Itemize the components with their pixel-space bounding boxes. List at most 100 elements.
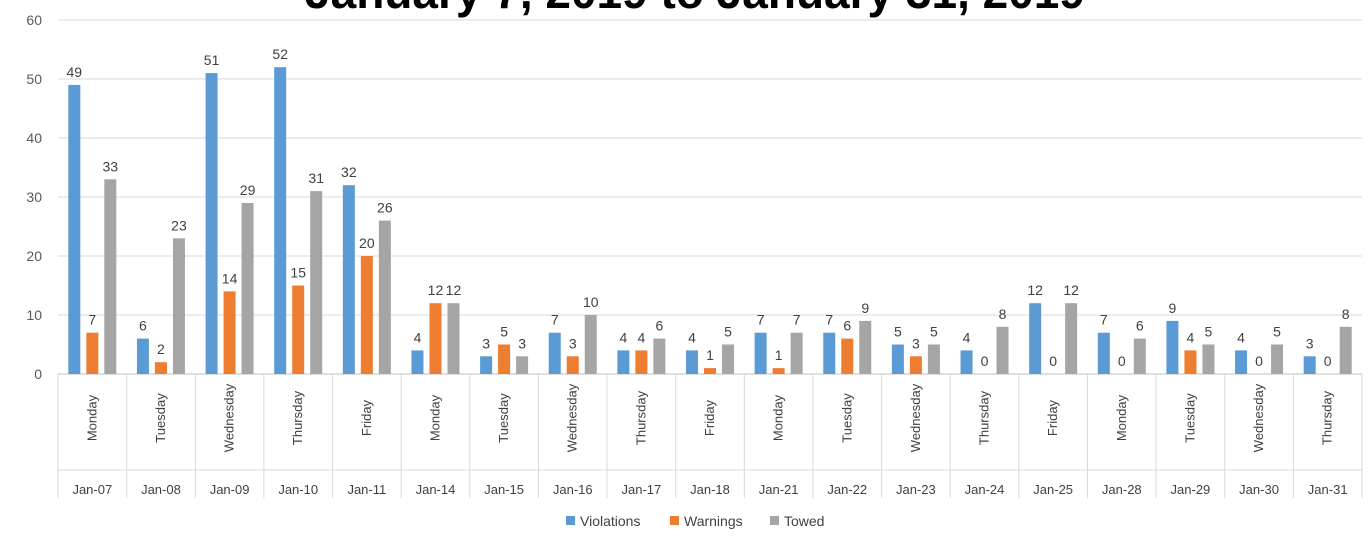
data-label: 31 — [308, 170, 324, 186]
data-label: 12 — [446, 282, 462, 298]
x-tick-date: Jan-22 — [827, 482, 867, 497]
legend-swatch — [566, 516, 575, 525]
data-label: 7 — [793, 312, 801, 328]
bar — [704, 368, 716, 374]
bar — [891, 344, 904, 374]
data-label: 2 — [157, 341, 165, 357]
data-label: 23 — [171, 217, 187, 233]
bar — [1303, 356, 1316, 374]
bar — [104, 179, 117, 374]
bar — [686, 350, 698, 374]
data-label: 7 — [757, 312, 765, 328]
y-tick-label: 0 — [34, 366, 42, 382]
bar — [516, 356, 529, 374]
bar — [754, 332, 767, 374]
x-tick-day: Thursday — [1320, 390, 1335, 445]
bar — [310, 191, 323, 374]
x-tick-day: Thursday — [633, 390, 648, 445]
data-label: 29 — [240, 182, 256, 198]
data-label: 6 — [655, 318, 663, 334]
x-tick-date: Jan-18 — [690, 482, 730, 497]
data-label: 14 — [222, 270, 238, 286]
y-tick-label: 10 — [26, 307, 42, 323]
x-tick-day: Monday — [1114, 394, 1129, 441]
data-label: 1 — [706, 347, 714, 363]
data-label: 51 — [204, 52, 220, 68]
data-label: 5 — [894, 324, 902, 340]
x-tick-day: Wednesday — [1251, 383, 1266, 452]
y-axis: 0 10 20 30 40 50 60 — [26, 12, 42, 382]
bar — [996, 326, 1009, 374]
bar — [1202, 344, 1215, 374]
bar — [154, 362, 167, 374]
x-tick-date: Jan-16 — [553, 482, 593, 497]
bar — [1235, 350, 1248, 374]
legend-swatch — [670, 516, 679, 525]
x-tick-date: Jan-09 — [210, 482, 250, 497]
x-tick-date: Jan-30 — [1239, 482, 1279, 497]
bar — [859, 320, 872, 374]
x-tick-day: Monday — [427, 394, 442, 441]
data-label: 6 — [843, 318, 851, 334]
data-label: 3 — [912, 335, 920, 351]
legend-label: Towed — [784, 513, 824, 529]
bar — [378, 220, 391, 374]
bar — [1184, 350, 1197, 374]
legend-swatch — [770, 516, 779, 525]
bar — [480, 356, 493, 374]
y-tick-label: 60 — [26, 12, 42, 28]
x-tick-date: Jan-11 — [347, 482, 386, 497]
y-tick-label: 20 — [26, 248, 42, 264]
data-label: 4 — [637, 329, 645, 345]
bar — [86, 332, 99, 374]
y-tick-label: 30 — [26, 189, 42, 205]
bar — [1029, 303, 1042, 374]
bar — [617, 350, 630, 374]
bar — [205, 73, 218, 374]
data-label: 52 — [272, 46, 288, 62]
data-label: 3 — [482, 335, 490, 351]
x-tick-date: Jan-31 — [1308, 482, 1348, 497]
data-label: 7 — [88, 312, 96, 328]
legend-label: Violations — [580, 513, 640, 529]
data-label: 4 — [414, 329, 422, 345]
x-tick-day: Thursday — [977, 390, 992, 445]
bar — [909, 356, 922, 374]
data-label: 12 — [1027, 282, 1043, 298]
data-label: 0 — [1255, 353, 1263, 369]
data-label: 26 — [377, 200, 393, 216]
x-tick-date: Jan-15 — [484, 482, 524, 497]
bar — [548, 332, 561, 374]
data-label: 5 — [500, 324, 508, 340]
data-label: 7 — [825, 312, 833, 328]
data-label: 12 — [1063, 282, 1079, 298]
y-tick-label: 40 — [26, 130, 42, 146]
bar — [429, 303, 442, 374]
data-label: 3 — [569, 335, 577, 351]
x-tick-date: Jan-07 — [72, 482, 112, 497]
bar — [1271, 344, 1284, 374]
bar — [566, 356, 579, 374]
data-label: 6 — [1136, 318, 1144, 334]
data-label: 4 — [1187, 329, 1195, 345]
x-axis: Monday Jan-07 Tuesday Jan-08 Wednesday Jan-09… — [57, 374, 1363, 498]
data-label: 3 — [518, 335, 526, 351]
bar — [1097, 332, 1110, 374]
x-tick-day: Tuesday — [1182, 393, 1197, 443]
bar — [772, 368, 785, 374]
bar — [241, 202, 254, 374]
data-label: 4 — [619, 329, 627, 345]
bar — [823, 332, 836, 374]
x-tick-date: Jan-25 — [1033, 482, 1073, 497]
bar — [1339, 326, 1352, 374]
bar — [223, 291, 236, 374]
x-tick-date: Jan-23 — [896, 482, 936, 497]
data-label: 7 — [1100, 312, 1108, 328]
bar — [172, 238, 185, 374]
bar — [1133, 338, 1146, 374]
y-tick-label: 50 — [26, 71, 42, 87]
data-label: 3 — [1306, 335, 1314, 351]
x-tick-date: Jan-08 — [141, 482, 181, 497]
data-label: 0 — [1118, 353, 1126, 369]
